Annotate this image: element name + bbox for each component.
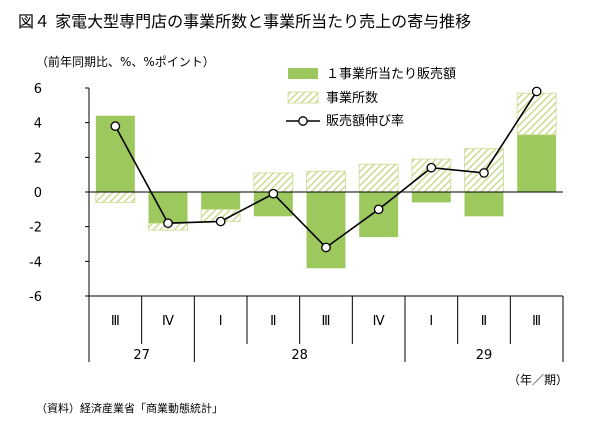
sales-growth-point: [426, 162, 437, 173]
legend-swatch-per-store: [288, 68, 318, 79]
sales-growth-point: [163, 218, 173, 229]
source-note: （資料）経済産業省「商業動態統計」: [36, 402, 223, 415]
legend-label-growth: 販売額伸び率: [326, 113, 404, 129]
x-tick-label: Ⅳ: [373, 314, 385, 329]
x-tick-label: Ⅲ: [111, 314, 120, 329]
sales-growth-point: [268, 188, 279, 199]
y-tick-label: 2: [34, 151, 42, 166]
bar-store-count: [516, 92, 557, 136]
bar-per-store-sales: [464, 192, 504, 217]
sales-growth-point: [479, 168, 489, 178]
y-tick-label: 4: [34, 117, 42, 132]
bar-per-store-sales: [201, 192, 241, 210]
x-tick-label: Ⅳ: [162, 314, 174, 329]
bar-per-store-sales: [148, 192, 188, 224]
sales-growth-point: [215, 216, 226, 227]
period-label: （年／期）: [508, 373, 569, 387]
y-tick-label: 6: [34, 82, 42, 97]
unit-label: （前年同期比、%、%ポイント）: [36, 55, 215, 69]
x-tick-label: Ⅱ: [481, 314, 487, 329]
x-tick-label: Ⅲ: [322, 314, 331, 329]
x-year-label: 28: [291, 348, 308, 363]
y-tick-label: -6: [29, 290, 42, 305]
x-tick-label: Ⅲ: [532, 314, 541, 329]
sales-growth-point: [531, 86, 542, 97]
bar-per-store-sales: [517, 134, 557, 192]
chart-title: 図４ 家電大型専門店の事業所数と事業所当たり売上の寄与推移: [18, 12, 472, 31]
legend-label-per-store: １事業所当たり販売額: [326, 66, 456, 82]
bar-store-count: [95, 191, 136, 203]
x-year-label: 29: [476, 348, 493, 363]
x-tick-label: Ⅰ: [429, 314, 433, 329]
bar-per-store-sales: [306, 192, 346, 269]
x-tick-label: Ⅰ: [219, 314, 223, 329]
bar-store-count: [358, 163, 399, 193]
x-year-label: 27: [133, 348, 150, 363]
y-tick-label: 0: [34, 186, 42, 201]
sales-growth-point: [373, 204, 384, 215]
x-tick-label: Ⅱ: [270, 314, 276, 329]
sales-growth-point: [321, 242, 331, 253]
bar-store-count: [306, 170, 346, 193]
legend-label-store-count: 事業所数: [326, 90, 378, 106]
x-axis-labels: Ⅲ Ⅳ Ⅰ Ⅱ Ⅲ Ⅳ Ⅰ Ⅱ Ⅲ 27 28 29: [88, 295, 564, 363]
y-tick-label: -2: [29, 221, 42, 236]
y-tick-label: -4: [29, 255, 42, 270]
legend-marker-growth: [298, 116, 308, 126]
legend-swatch-store-count: [287, 91, 319, 104]
axes: -6 -4 -2 0 2 4 6: [29, 82, 90, 305]
bar-per-store-sales: [411, 192, 451, 203]
line-series: [110, 86, 542, 253]
sales-growth-point: [110, 121, 121, 131]
